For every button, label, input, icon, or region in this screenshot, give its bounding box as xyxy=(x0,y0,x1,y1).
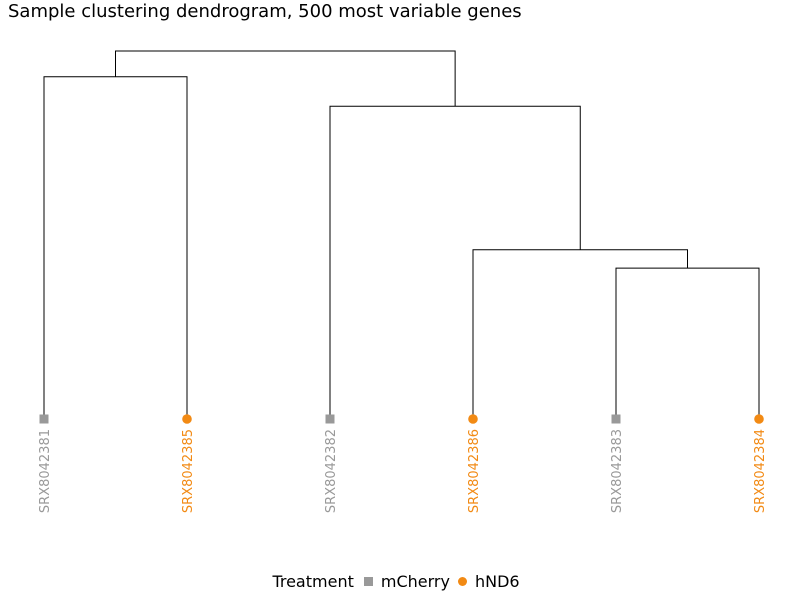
legend-entry-hnd6: hND6 xyxy=(457,571,520,591)
leaf-marker-square xyxy=(39,414,49,424)
leaf-marker-circle xyxy=(468,414,478,424)
leaf-marker-circle xyxy=(754,414,764,424)
legend-label-hnd6: hND6 xyxy=(474,571,520,591)
dendrogram-branch xyxy=(472,249,688,419)
leaf-label: SRX8042385 xyxy=(181,429,196,513)
dendrogram-plot: SRX8042381 SRX8042385 SRX8042382 SRX8042386… xyxy=(38,50,768,513)
dendrogram-branch xyxy=(615,267,760,419)
leaf-label: SRX8042386 xyxy=(467,429,482,513)
leaf-marker-square xyxy=(611,414,621,424)
dendrogram-branch xyxy=(115,50,456,107)
leaf-label: SRX8042383 xyxy=(610,429,625,513)
leaf-marker-circle xyxy=(182,414,192,424)
leaf-label: SRX8042382 xyxy=(324,429,339,513)
legend-square-marker-icon xyxy=(363,576,373,586)
legend-circle-marker-icon xyxy=(457,576,467,586)
legend-label-mcherry: mCherry xyxy=(380,571,450,591)
chart-title: Sample clustering dendrogram, 500 most v… xyxy=(8,1,522,22)
leaf-label: SRX8042384 xyxy=(753,429,768,513)
legend: Treatment mCherry hND6 xyxy=(0,570,800,592)
legend-entry-mcherry: mCherry xyxy=(363,571,450,591)
leaf-label: SRX8042381 xyxy=(38,429,53,513)
leaf-marker-square xyxy=(325,414,335,424)
dendrogram-branch xyxy=(329,105,581,419)
dendrogram-branch xyxy=(43,76,188,419)
legend-title: Treatment xyxy=(272,571,354,591)
